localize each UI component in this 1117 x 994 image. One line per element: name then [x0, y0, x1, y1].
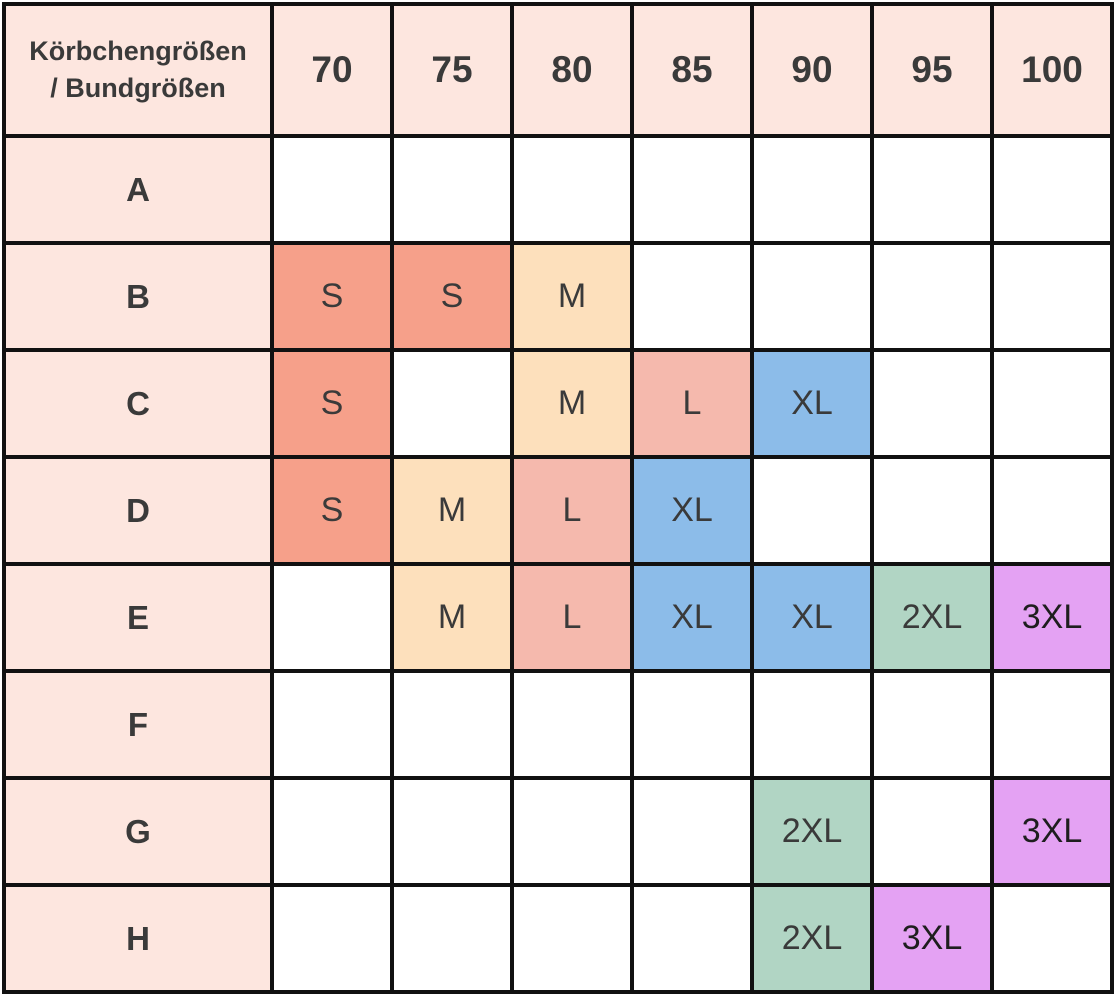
size-cell — [750, 669, 874, 780]
band-size-header: 90 — [750, 2, 874, 138]
size-cell — [630, 883, 754, 994]
size-cell — [270, 776, 394, 887]
size-cell: L — [510, 562, 634, 673]
size-cell — [870, 348, 994, 459]
table-row: F — [2, 669, 1114, 780]
size-cell — [870, 455, 994, 566]
size-cell — [510, 669, 634, 780]
header-row: Körbchengrößen / Bundgrößen 70 75 80 85 … — [2, 2, 1114, 138]
size-cell — [270, 562, 394, 673]
table-row: C S M L XL — [2, 348, 1114, 459]
size-cell: L — [630, 348, 754, 459]
corner-label-line2: / Bundgrößen — [50, 73, 226, 103]
size-cell: 3XL — [990, 562, 1114, 673]
size-cell: S — [270, 348, 394, 459]
size-cell — [750, 134, 874, 245]
corner-header: Körbchengrößen / Bundgrößen — [2, 2, 274, 138]
size-cell — [630, 134, 754, 245]
size-cell — [510, 776, 634, 887]
size-cell: 2XL — [750, 776, 874, 887]
size-cell — [990, 883, 1114, 994]
corner-label-line1: Körbchengrößen — [29, 36, 247, 66]
size-cell: M — [510, 241, 634, 352]
size-cell — [630, 241, 754, 352]
band-size-header: 85 — [630, 2, 754, 138]
table-row: A — [2, 134, 1114, 245]
cup-size-header: E — [2, 562, 274, 673]
size-cell: S — [270, 455, 394, 566]
size-cell — [750, 241, 874, 352]
size-cell: 3XL — [990, 776, 1114, 887]
size-cell: S — [270, 241, 394, 352]
size-cell — [390, 348, 514, 459]
size-cell: M — [390, 455, 514, 566]
size-cell — [870, 241, 994, 352]
size-cell: 3XL — [870, 883, 994, 994]
band-size-header: 75 — [390, 2, 514, 138]
cup-size-header: C — [2, 348, 274, 459]
cup-size-header: A — [2, 134, 274, 245]
size-cell — [990, 348, 1114, 459]
size-cell: L — [510, 455, 634, 566]
size-cell — [870, 776, 994, 887]
size-cell — [990, 455, 1114, 566]
cup-size-header: F — [2, 669, 274, 780]
size-cell — [630, 776, 754, 887]
cup-size-header: B — [2, 241, 274, 352]
cup-size-header: G — [2, 776, 274, 887]
size-cell — [510, 883, 634, 994]
size-cell — [630, 669, 754, 780]
size-cell — [390, 669, 514, 780]
size-cell — [270, 883, 394, 994]
size-cell — [870, 669, 994, 780]
cup-size-header: H — [2, 883, 274, 994]
size-cell — [990, 241, 1114, 352]
band-size-header: 80 — [510, 2, 634, 138]
table-row: E M L XL XL 2XL 3XL — [2, 562, 1114, 673]
size-cell — [750, 455, 874, 566]
size-cell: M — [510, 348, 634, 459]
size-cell: M — [390, 562, 514, 673]
size-cell — [990, 669, 1114, 780]
size-cell — [270, 134, 394, 245]
size-cell: S — [390, 241, 514, 352]
table-row: D S M L XL — [2, 455, 1114, 566]
size-cell — [990, 134, 1114, 245]
table-row: B S S M — [2, 241, 1114, 352]
size-cell — [390, 134, 514, 245]
table-body: A B S S M C S M L XL — [2, 134, 1114, 994]
size-cell: XL — [750, 562, 874, 673]
size-cell: 2XL — [870, 562, 994, 673]
size-cell — [870, 134, 994, 245]
band-size-header: 100 — [990, 2, 1114, 138]
size-cell: XL — [630, 455, 754, 566]
table-row: H 2XL 3XL — [2, 883, 1114, 994]
band-size-header: 95 — [870, 2, 994, 138]
table-row: G 2XL 3XL — [2, 776, 1114, 887]
size-cell — [390, 883, 514, 994]
size-cell: 2XL — [750, 883, 874, 994]
size-cell: XL — [750, 348, 874, 459]
size-cell — [510, 134, 634, 245]
size-cell — [390, 776, 514, 887]
size-cell: XL — [630, 562, 754, 673]
size-cell — [270, 669, 394, 780]
band-size-header: 70 — [270, 2, 394, 138]
cup-size-header: D — [2, 455, 274, 566]
